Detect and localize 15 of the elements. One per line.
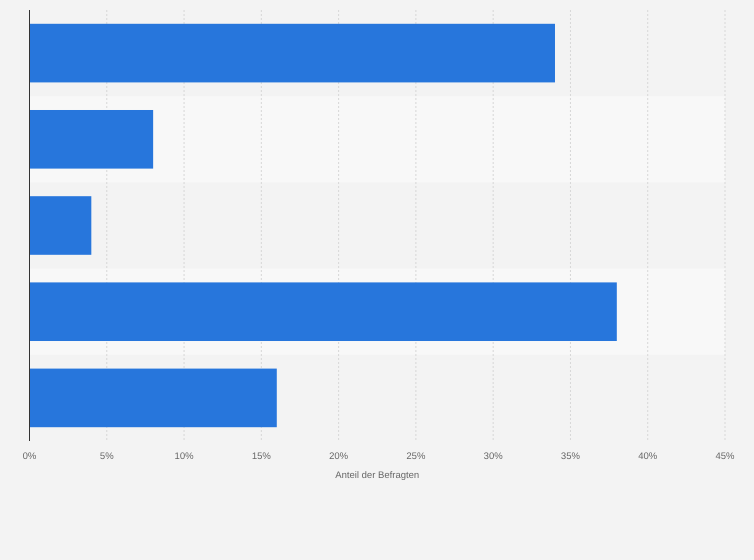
bar: [30, 24, 555, 82]
x-tick-label: 45%: [715, 451, 736, 462]
x-tick-label: 5%: [100, 451, 114, 462]
x-tick-label: 10%: [174, 451, 194, 462]
bar: [30, 196, 92, 255]
x-tick-label: 35%: [560, 451, 581, 462]
x-tick-label: 40%: [638, 451, 658, 462]
x-tick-label: 0%: [22, 451, 37, 462]
x-tick-label: 15%: [252, 451, 272, 462]
x-axis-title: Anteil der Befragten: [335, 470, 420, 481]
x-tick-label: 20%: [329, 451, 349, 462]
x-tick-label: 25%: [406, 451, 426, 462]
bar: [30, 368, 277, 428]
x-tick-label: 30%: [484, 451, 504, 462]
bar: [30, 110, 154, 169]
